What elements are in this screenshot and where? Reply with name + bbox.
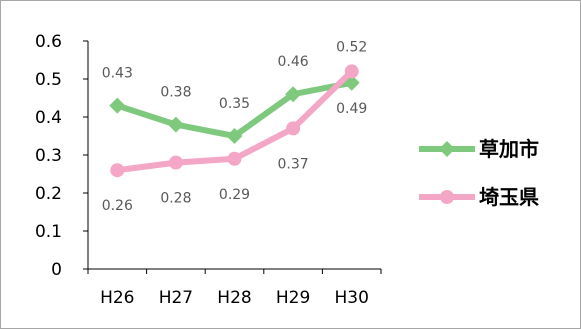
data-label: 0.49 [336, 101, 367, 117]
x-tick-label: H26 [100, 288, 134, 308]
data-label: 0.43 [102, 66, 133, 82]
data-labels: 0.43 0.38 0.35 0.46 0.49 0.26 0.28 0.29 0.37 0.52 [102, 39, 368, 214]
y-tick-label: 0 [51, 260, 62, 280]
data-label: 0.28 [160, 191, 191, 207]
data-label: 0.35 [219, 96, 250, 112]
data-point [226, 128, 243, 144]
axes: 0 0.1 0.2 0.3 0.4 0.5 0.6 H26 H27 H28 H29 H30 [35, 32, 382, 308]
data-label: 0.29 [219, 187, 250, 203]
legend-marker [440, 190, 454, 204]
x-tick-label: H27 [159, 288, 193, 308]
x-tick-label: H30 [334, 288, 368, 308]
data-point [167, 116, 184, 133]
y-tick-label: 0.4 [35, 108, 62, 128]
y-tick-label: 0.2 [35, 184, 62, 204]
data-point [227, 151, 242, 166]
y-tick-label: 0.6 [35, 32, 62, 52]
legend-marker [439, 141, 455, 157]
data-point [344, 64, 359, 79]
legend-label: 草加市 [479, 137, 539, 161]
y-tick-label: 0.1 [35, 222, 62, 242]
x-tick-label: H29 [276, 288, 310, 308]
data-label: 0.46 [278, 54, 309, 70]
series-lines [109, 64, 360, 178]
data-label: 0.52 [336, 39, 367, 55]
y-tick-label: 0.3 [35, 146, 62, 166]
data-label: 0.26 [102, 198, 133, 214]
data-label: 0.37 [278, 156, 309, 172]
data-point [109, 97, 126, 114]
x-tick-label: H28 [217, 288, 251, 308]
data-point [285, 86, 302, 103]
y-tick-label: 0.5 [35, 70, 62, 90]
data-point [110, 163, 125, 178]
data-point [286, 121, 301, 136]
data-label: 0.38 [160, 85, 191, 101]
data-point [168, 155, 183, 170]
legend-label: 埼玉県 [479, 185, 539, 209]
